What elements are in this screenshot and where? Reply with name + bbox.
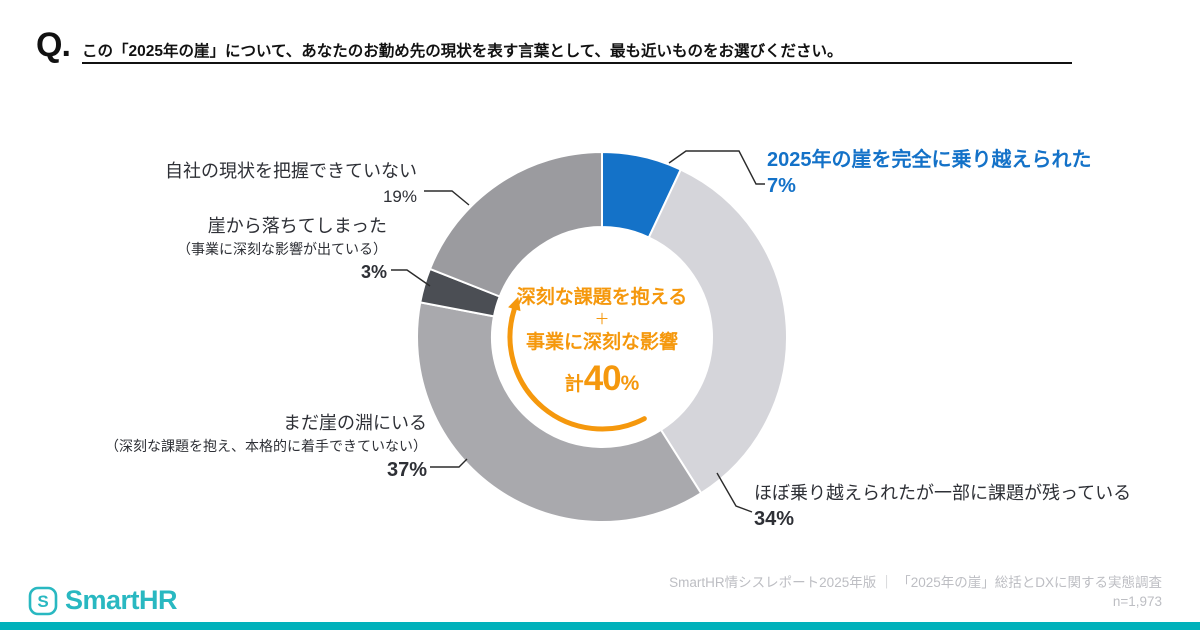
leader-line-almost bbox=[716, 472, 753, 513]
leader-lines bbox=[391, 150, 765, 513]
slice-label-edge-pct: 37% bbox=[386, 459, 427, 481]
smarthr-logo-icon: S bbox=[28, 586, 58, 615]
slice-label-fallen-pct: 3% bbox=[360, 262, 387, 282]
slice-label-overcome: 2025年の崖を完全に乗り越えられた 7% bbox=[767, 147, 1092, 199]
center-total-prefix: 計 bbox=[564, 374, 584, 395]
slice-label-fallen-title: 崖から落ちてしまった bbox=[207, 216, 387, 236]
source-line: SmartHR情シスレポート2025年版 ｜ 「2025年の崖」総括とDXに関す… bbox=[669, 575, 1162, 590]
question-mark-label: Q. bbox=[36, 26, 71, 64]
brand-bottom-bar bbox=[0, 622, 1200, 630]
question-underline-divider bbox=[82, 62, 1072, 64]
slice-label-edge-title: まだ崖の淵にいる bbox=[283, 413, 427, 433]
donut-slice-19pct bbox=[428, 150, 603, 298]
slice-label-overcome-pct: 7% bbox=[767, 175, 796, 197]
question-text: この「2025年の崖」について、あなたのお勤め先の現状を表す言葉として、最も近い… bbox=[82, 43, 843, 60]
center-line1: 深刻な課題を抱える bbox=[516, 287, 688, 308]
center-total: 計40% bbox=[517, 359, 687, 399]
center-line2: 事業に深刻な影響 bbox=[525, 332, 678, 353]
slice-label-almost-title: ほぼ乗り越えられたが一部に課題が残っている bbox=[754, 483, 1132, 503]
smarthr-logo-text: SmartHR bbox=[65, 585, 178, 615]
slice-label-overcome-title: 2025年の崖を完全に乗り越えられた bbox=[767, 149, 1092, 171]
slice-label-unknown: 自社の現状を把握できていない 19% bbox=[165, 159, 417, 209]
slice-label-fallen: 崖から落ちてしまった （事業に深刻な影響が出ている） 3% bbox=[177, 214, 387, 285]
donut-slice-37pct bbox=[416, 301, 703, 523]
highlight-arc-path bbox=[507, 306, 647, 432]
highlight-arc-40pct bbox=[507, 296, 647, 432]
svg-text:S: S bbox=[37, 592, 48, 611]
slice-label-fallen-sub: （事業に深刻な影響が出ている） bbox=[177, 241, 387, 257]
slice-label-edge: まだ崖の淵にいる （深刻な課題を抱え、本格的に着手できていない） 37% bbox=[105, 411, 427, 484]
leader-line-edge bbox=[430, 458, 468, 468]
smarthr-logo: S SmartHR bbox=[28, 585, 178, 616]
sample-size: n=1,973 bbox=[1112, 594, 1162, 609]
slice-label-unknown-pct: 19% bbox=[382, 187, 417, 206]
donut-slice-34pct bbox=[647, 168, 788, 495]
plus-sign: ＋ bbox=[594, 311, 610, 328]
leader-line-unknown bbox=[424, 190, 470, 206]
slice-label-almost: ほぼ乗り越えられたが一部に課題が残っている 34% bbox=[754, 481, 1131, 533]
center-total-unit: % bbox=[620, 372, 640, 395]
slice-label-unknown-title: 自社の現状を把握できていない bbox=[165, 161, 417, 181]
slice-label-almost-pct: 34% bbox=[754, 508, 795, 530]
highlight-arc-arrowhead bbox=[508, 296, 521, 312]
center-total-number: 40 bbox=[583, 359, 622, 398]
leader-line-fallen bbox=[391, 269, 431, 287]
donut-center-annotation: 深刻な課題を抱える ＋ 事業に深刻な影響 計40% bbox=[517, 284, 687, 399]
leader-line-overcome bbox=[668, 150, 765, 185]
source-attribution: SmartHR情シスレポート2025年版 ｜ 「2025年の崖」総括とDXに関す… bbox=[669, 573, 1162, 611]
donut-slices bbox=[416, 150, 788, 523]
slice-label-edge-sub: （深刻な課題を抱え、本格的に着手できていない） bbox=[105, 438, 427, 454]
